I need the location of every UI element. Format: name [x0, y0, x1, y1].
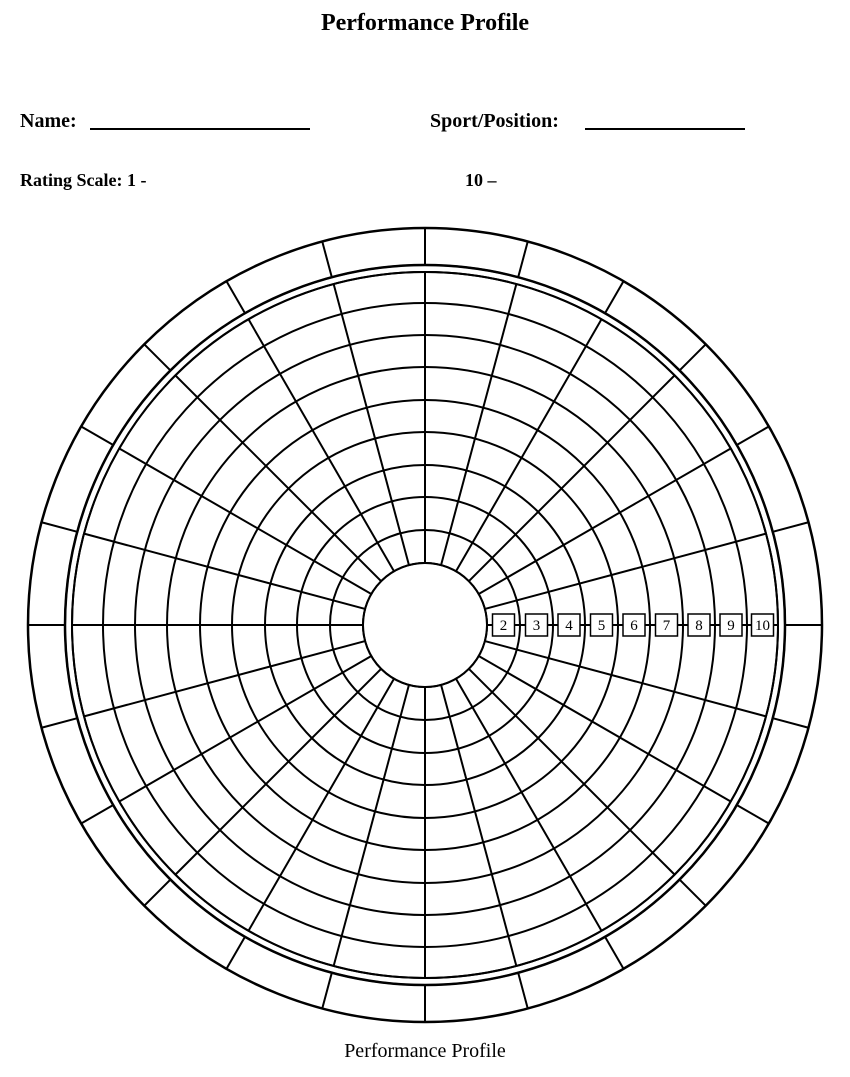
- scale-number-10: 10: [755, 618, 770, 634]
- footer-caption: Performance Profile: [0, 1040, 850, 1063]
- scale-number-4: 4: [565, 618, 573, 634]
- scale-number-8: 8: [695, 618, 703, 634]
- rating-scale-label-right: 10 –: [465, 170, 850, 191]
- page: Performance Profile Name: Sport/Position…: [0, 0, 850, 1077]
- scale-number-2: 2: [500, 618, 508, 634]
- scale-number-5: 5: [598, 618, 606, 634]
- name-input-line[interactable]: [90, 128, 310, 130]
- performance-profile-chart: 2 3 4 5 6 7 8 9 10: [25, 225, 825, 1025]
- scale-number-9: 9: [727, 618, 735, 634]
- scale-number-7: 7: [663, 618, 671, 634]
- radial-chart-svg: 2 3 4 5 6 7 8 9 10: [25, 225, 825, 1025]
- sport-position-input-line[interactable]: [585, 128, 745, 130]
- scale-number-6: 6: [630, 618, 638, 634]
- scale-number-3: 3: [533, 618, 541, 634]
- page-title: Performance Profile: [0, 10, 850, 37]
